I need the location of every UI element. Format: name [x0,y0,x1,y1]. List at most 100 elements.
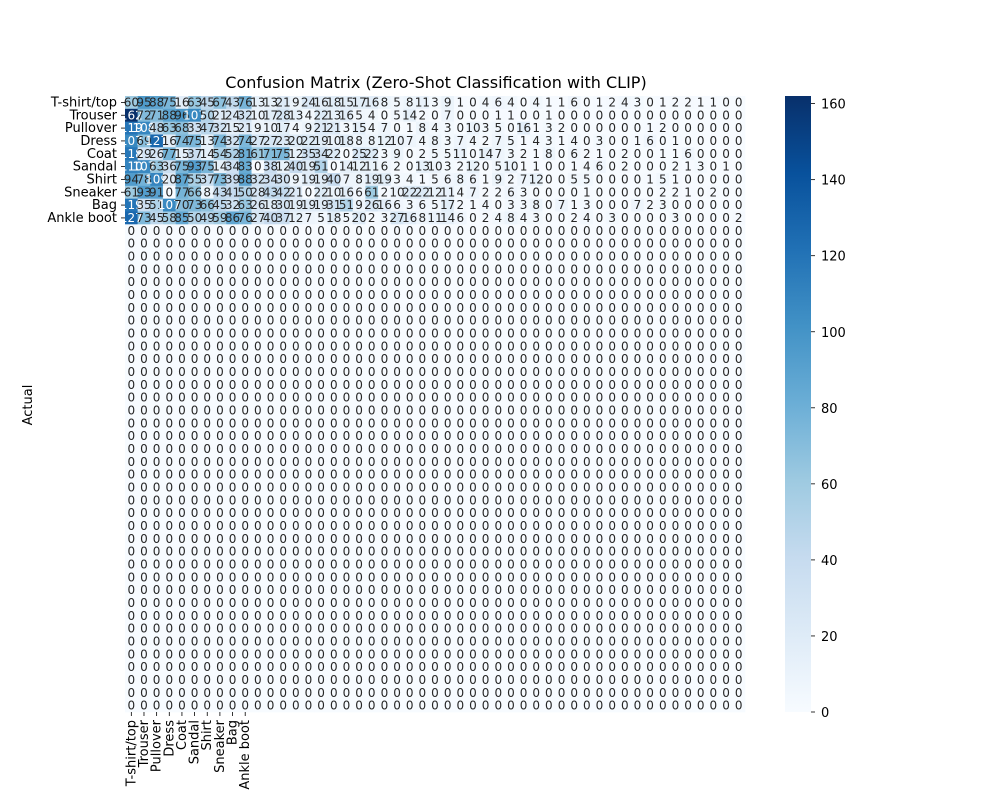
heatmap-cell [517,96,531,110]
heatmap-cell [365,108,379,122]
heatmap-cell [213,96,227,110]
x-tick-label: Ankle boot [238,720,253,790]
heatmap-cell [378,108,392,122]
cell-value-label: 0 [216,699,224,713]
cell-value-label: 0 [672,699,680,713]
heatmap-cell [479,108,493,122]
cell-value-label: 0 [140,699,148,713]
cell-value-label: 0 [203,699,211,713]
heatmap-cell [517,108,531,122]
cell-value-label: 0 [456,699,464,713]
colorbar-tick-label: 100 [821,326,846,341]
heatmap-cell [491,108,505,122]
heatmap-cell [238,96,252,110]
cell-value-label: 0 [482,699,490,713]
heatmap-cell [466,108,480,122]
cell-value-label: 0 [279,699,287,713]
colorbar-tick-label: 0 [821,706,829,721]
colorbar-tick-label: 60 [821,478,838,493]
heatmap-cell [441,96,455,110]
heatmap-cell [200,96,214,110]
heatmap-cell [390,96,404,110]
cell-value-label: 0 [596,699,604,713]
cell-value-label: 0 [469,699,477,713]
heatmap-cell [276,96,290,110]
heatmap-cell [125,108,138,122]
heatmap-cell [403,96,417,110]
x-tick-labels: T-shirt/topTrouserPulloverDressCoatSanda… [124,712,253,790]
cell-value-label: 0 [634,699,642,713]
cell-value-label: 0 [646,699,654,713]
heatmap-cell [238,108,252,122]
cell-value-label: 0 [710,699,718,713]
cell-value-label: 0 [722,699,730,713]
cell-value-label: 0 [608,699,616,713]
y-tick-labels: T-shirt/topTrouserPulloverDressCoatSanda… [47,95,125,226]
heatmap-cell [137,108,151,122]
heatmap-cell [416,96,429,110]
cell-value-label: 0 [254,699,262,713]
cell-value-label: 0 [305,699,313,713]
heatmap-cell [188,96,202,110]
heatmap-cell [504,96,518,110]
heatmap-cell [251,108,265,122]
heatmap-cell [340,96,354,110]
cell-value-label: 0 [153,699,161,713]
cell-value-label: 0 [393,699,401,713]
heatmap-cell [327,96,341,110]
chart-title: Confusion Matrix (Zero-Shot Classificati… [225,73,646,92]
heatmap-cell [175,108,189,122]
heatmap-cell [707,96,720,110]
heatmap-cell [441,108,455,122]
cell-value-label: 0 [330,699,338,713]
heatmap-cell [162,108,176,122]
cell-value-label: 0 [520,699,528,713]
heatmap-cell [681,96,695,110]
heatmap-cell [264,108,278,122]
heatmap-cell [340,108,354,122]
heatmap-cell [453,108,467,122]
heatmap-cell [302,96,316,110]
cell-value-label: 0 [545,699,553,713]
heatmap-cell [529,96,543,110]
heatmap-cell [605,96,619,110]
heatmap-cell [403,108,417,122]
cell-value-label: 0 [659,699,667,713]
cell-value-label: 0 [697,699,705,713]
heatmap-cell [719,96,733,110]
cell-value-label: 0 [735,699,743,713]
cell-value-label: 0 [355,699,363,713]
cell-value-label: 0 [406,699,414,713]
cell-value-label: 0 [444,699,452,713]
heatmap-cell [428,96,442,110]
heatmap-cells [125,96,746,713]
heatmap-cell [580,96,594,110]
heatmap-cell [365,96,379,110]
colorbar-tick-label: 40 [821,554,838,569]
cell-value-label: 0 [507,699,515,713]
cell-value-label: 0 [532,699,540,713]
heatmap-cell [567,96,581,110]
cell-value-label: 0 [165,699,173,713]
cell-value-label: 0 [292,699,300,713]
heatmap-cell [289,108,303,122]
heatmap-cell [213,108,227,122]
colorbar-tick-label: 160 [821,98,846,113]
cell-value-label: 0 [621,699,629,713]
heatmap-cell [314,96,328,110]
heatmap-cell [466,96,480,110]
heatmap-cell [542,96,556,110]
heatmap-cell [378,96,392,110]
heatmap-cell [669,96,683,110]
heatmap-cell [302,108,316,122]
cell-value-label: 0 [419,699,427,713]
heatmap-cell [453,96,467,110]
heatmap-cell [150,96,164,110]
colorbar-tick-label: 140 [821,174,846,189]
heatmap-cell [428,108,442,122]
heatmap-cell [416,108,429,122]
cell-value-label: 0 [558,699,566,713]
colorbar-tick-label: 80 [821,402,838,417]
